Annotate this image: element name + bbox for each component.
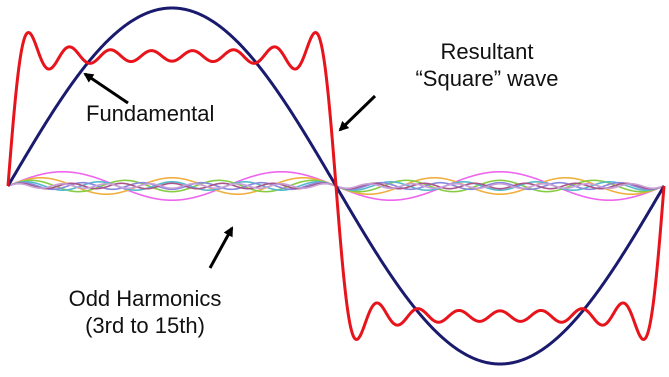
resultant-label-line1: Resultant	[440, 39, 534, 64]
harmonics-label: Odd Harmonics (3rd to 15th)	[40, 285, 250, 339]
harmonics-arrow	[208, 226, 234, 269]
resultant-square-wave-curve	[6, 31, 666, 341]
fundamental-arrow	[83, 72, 129, 105]
resultant-label: Resultant “Square” wave	[382, 38, 592, 92]
resultant-arrow	[338, 94, 377, 132]
resultant-curve-group	[6, 31, 666, 341]
harmonics-label-line1: Odd Harmonics	[68, 286, 222, 311]
resultant-label-line2: “Square” wave	[415, 66, 559, 91]
harmonics-label-line2: (3rd to 15th)	[85, 313, 205, 338]
fundamental-label: Fundamental	[86, 101, 215, 126]
arrows	[83, 72, 377, 269]
